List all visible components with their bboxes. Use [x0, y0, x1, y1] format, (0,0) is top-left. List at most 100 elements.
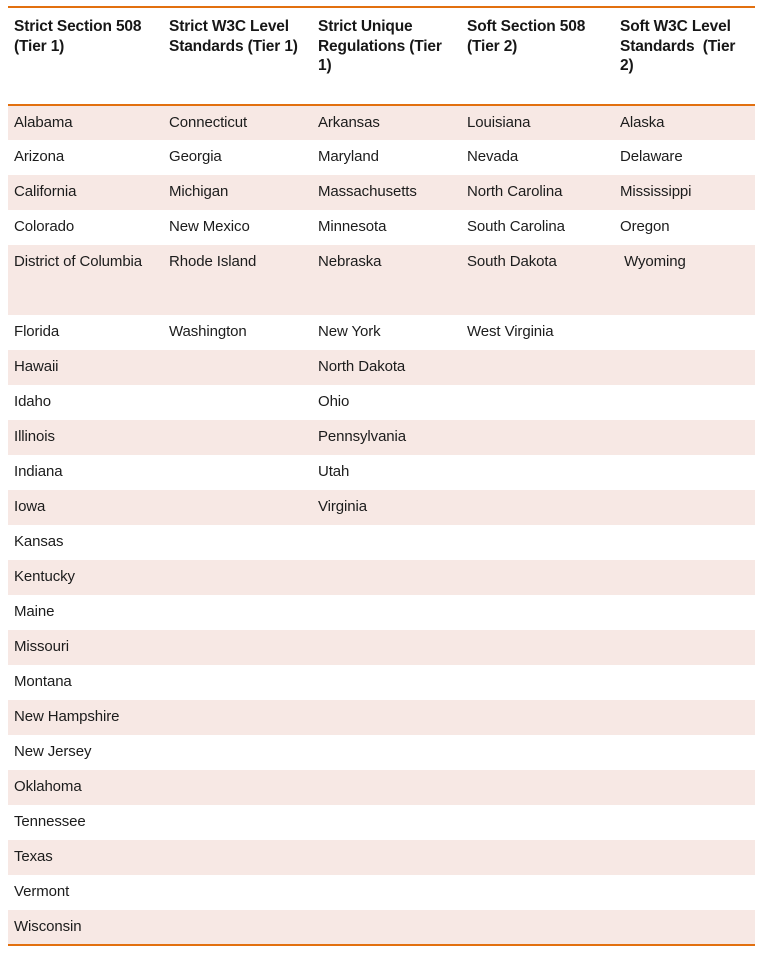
table-cell — [461, 595, 614, 630]
table-cell — [312, 735, 461, 770]
table-cell: Oklahoma — [14, 778, 82, 795]
table-cell: Texas — [14, 848, 53, 865]
table-cell — [461, 665, 614, 700]
table-cell — [614, 910, 755, 946]
table-cell: Arizona — [14, 148, 65, 165]
table-cell: Hawaii — [14, 358, 59, 375]
table-cell — [461, 420, 614, 455]
table-cell — [614, 735, 755, 770]
table-cell — [312, 805, 461, 840]
table-cell: Connecticut — [169, 114, 248, 131]
table-cell — [461, 560, 614, 595]
table-cell: Minnesota — [318, 218, 387, 235]
table-cell: Maine — [14, 603, 55, 620]
table-cell — [163, 735, 312, 770]
table-cell — [312, 875, 461, 910]
table-cell — [461, 385, 614, 420]
table-cell: New York — [318, 323, 381, 340]
table-cell — [614, 350, 755, 385]
table-cell — [614, 840, 755, 875]
column-header-strict-w3c-level-standards: Strict W3C Level Standards (Tier 1) — [163, 6, 312, 106]
table-cell: Missouri — [14, 638, 70, 655]
table-cell: Delaware — [620, 148, 683, 165]
table-cell: California — [14, 183, 77, 200]
table-cell: North Carolina — [467, 183, 563, 200]
table-cell: Tennessee — [14, 813, 86, 830]
table-cell — [163, 525, 312, 560]
table-cell: Nevada — [467, 148, 519, 165]
table-cell — [312, 840, 461, 875]
table-cell — [163, 420, 312, 455]
table-cell — [614, 560, 755, 595]
table-body: Alabama Connecticut Arkansas Louisiana Alask… — [8, 105, 755, 946]
table-cell: Wisconsin — [8, 910, 163, 946]
table-row: Alabama Connecticut Arkansas Louisiana Alask… — [8, 105, 755, 140]
column-header-soft-w3c-level-standards: Soft W3C Level Standards (Tier 2) — [614, 6, 755, 106]
table-cell — [461, 770, 614, 805]
table-cell: Ohio — [318, 393, 350, 410]
table-row: Texas — [8, 840, 755, 875]
table-cell: Virginia — [318, 498, 367, 515]
table-cell: Michigan — [169, 183, 229, 200]
table-cell: Alabama — [14, 114, 73, 131]
table-row: Indiana Utah — [8, 455, 755, 490]
table-cell: Oregon — [620, 218, 670, 235]
table-cell — [614, 665, 755, 700]
table-cell — [163, 455, 312, 490]
table-cell: Nebraska — [318, 253, 382, 270]
table-row: Illinois Pennsylvania — [8, 420, 755, 455]
table-cell: Illinois — [14, 428, 55, 445]
table-cell: Florida — [14, 323, 60, 340]
table-cell — [614, 805, 755, 840]
table-cell: Montana — [14, 673, 72, 690]
table-row: California Michigan Massachusetts North Car… — [8, 175, 755, 210]
table-row: Iowa Virginia — [8, 490, 755, 525]
table-row: Kansas — [8, 525, 755, 560]
table-cell — [614, 490, 755, 525]
table-row: Tennessee — [8, 805, 755, 840]
table-cell — [163, 595, 312, 630]
table-cell: District of Columbia — [14, 253, 143, 270]
table-cell — [163, 665, 312, 700]
table-row: Montana — [8, 665, 755, 700]
table-cell — [163, 385, 312, 420]
table-cell — [614, 875, 755, 910]
table-cell — [461, 910, 614, 946]
table-cell — [312, 770, 461, 805]
table-cell — [312, 700, 461, 735]
table-cell — [163, 875, 312, 910]
table-row: Hawaii North Dakota — [8, 350, 755, 385]
table-cell — [312, 525, 461, 560]
table-row: Maine — [8, 595, 755, 630]
state-regulation-table: Strict Section 508 (Tier 1) Strict W3C L… — [8, 6, 755, 946]
table-cell — [163, 805, 312, 840]
table-cell: Louisiana — [467, 114, 531, 131]
column-header-strict-unique-regulations: Strict Unique Regulations (Tier 1) — [312, 6, 461, 106]
table-cell — [163, 910, 312, 946]
table-cell: Kansas — [14, 533, 64, 550]
header-row: Strict Section 508 (Tier 1) Strict W3C L… — [8, 6, 755, 106]
table-cell: Rhode Island — [169, 253, 257, 270]
table-cell — [461, 735, 614, 770]
table-cell — [312, 595, 461, 630]
table-row: Florida Washington New York West Virginia — [8, 315, 755, 350]
table-cell: Indiana — [14, 463, 63, 480]
table-cell: Idaho — [14, 393, 52, 410]
table-row: New Jersey — [8, 735, 755, 770]
table-cell — [461, 350, 614, 385]
table-cell: Washington — [169, 323, 247, 340]
table-cell — [461, 840, 614, 875]
table-cell — [312, 630, 461, 665]
table-cell — [163, 630, 312, 665]
table-cell: Mississippi — [620, 183, 692, 200]
table-cell: Georgia — [169, 148, 222, 165]
table-cell — [461, 490, 614, 525]
table-cell: Massachusetts — [318, 183, 417, 200]
table-cell — [312, 910, 461, 946]
table-cell — [461, 700, 614, 735]
table-row: Kentucky — [8, 560, 755, 595]
table-cell: West Virginia — [467, 323, 554, 340]
table-cell: New Hampshire — [14, 708, 120, 725]
table-cell — [163, 560, 312, 595]
